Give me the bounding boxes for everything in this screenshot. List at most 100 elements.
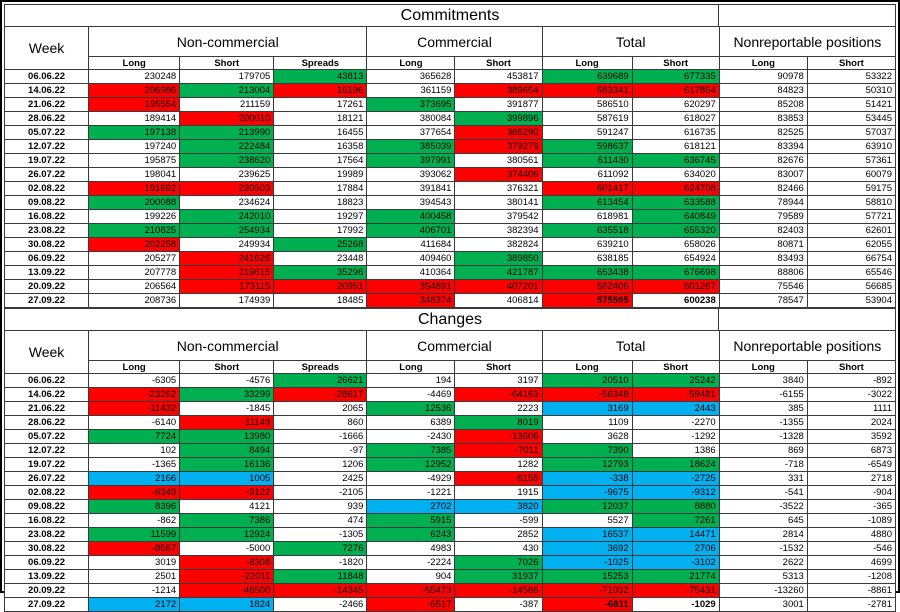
- value-cell: 5313: [718, 569, 808, 584]
- week-cell: 06.09.22: [3, 555, 90, 570]
- week-cell: 30.08.22: [3, 541, 90, 556]
- value-cell: 1282: [454, 457, 543, 472]
- group-header-commercial: Commercial: [366, 330, 543, 361]
- value-cell: 3840: [718, 373, 808, 388]
- value-cell: 391841: [366, 181, 456, 196]
- value-cell: -22011: [179, 569, 275, 584]
- week-cell: 16.08.22: [3, 513, 90, 528]
- value-cell: 51421: [806, 97, 897, 112]
- value-cell: -387: [454, 597, 543, 612]
- week-cell: 19.07.22: [3, 457, 90, 472]
- table-row: 20.09.22 -1214 -46500 -14345 -55473 -14586 -71…: [3, 583, 897, 598]
- value-cell: -6549: [806, 457, 897, 472]
- value-cell: -13260: [718, 583, 808, 598]
- value-cell: 11599: [88, 527, 181, 542]
- value-cell: 19989: [273, 167, 368, 182]
- week-cell: 05.07.22: [3, 429, 90, 444]
- week-cell: 20.09.22: [3, 279, 90, 294]
- value-cell: 638185: [541, 251, 633, 266]
- value-cell: 2501: [88, 569, 181, 584]
- group-header-total: Total: [541, 330, 720, 361]
- value-cell: 380141: [454, 195, 543, 210]
- col-header-t-long: Long: [541, 360, 633, 374]
- value-cell: 82525: [718, 125, 808, 140]
- value-cell: 385: [718, 401, 808, 416]
- value-cell: 83394: [718, 139, 808, 154]
- value-cell: -59481: [631, 387, 720, 402]
- col-header-t-long: Long: [541, 56, 633, 70]
- value-cell: -718: [718, 457, 808, 472]
- value-cell: -11149: [179, 415, 275, 430]
- value-cell: 21774: [631, 569, 720, 584]
- col-header-n-long: Long: [718, 360, 808, 374]
- value-cell: 389850: [454, 251, 543, 266]
- value-cell: 3019: [88, 555, 181, 570]
- value-cell: 677335: [631, 69, 720, 84]
- value-cell: 658026: [631, 237, 720, 252]
- value-cell: 7724: [88, 429, 181, 444]
- week-cell: 23.08.22: [3, 223, 90, 238]
- title-divider: [718, 5, 719, 26]
- value-cell: -71032: [541, 583, 633, 598]
- table-row: 13.09.22 2501 -22011 11848 904 31937 15253 2177…: [3, 569, 897, 584]
- value-cell: 62601: [806, 223, 897, 238]
- col-header-n-short: Short: [806, 360, 897, 374]
- section-title-changes: Changes: [4, 308, 896, 331]
- week-cell: 06.06.22: [3, 69, 90, 84]
- table-row: 06.06.22 230248 179705 43813 365628 453817 639…: [3, 69, 897, 84]
- value-cell: 15253: [541, 569, 633, 584]
- value-cell: -5000: [179, 541, 275, 556]
- col-header-nc-spreads: Spreads: [273, 56, 368, 70]
- value-cell: 53445: [806, 111, 897, 126]
- value-cell: -546: [806, 541, 897, 556]
- value-cell: 57361: [806, 153, 897, 168]
- value-cell: 2166: [88, 471, 181, 486]
- col-header-c-long: Long: [366, 56, 456, 70]
- value-cell: -14345: [273, 583, 368, 598]
- value-cell: 331: [718, 471, 808, 486]
- table-row: 06.09.22 3019 -8308 -1820 -2224 7026 -1025 -310…: [3, 555, 897, 570]
- value-cell: 2702: [366, 499, 456, 514]
- value-cell: 393062: [366, 167, 456, 182]
- value-cell: 6389: [366, 415, 456, 430]
- value-cell: 197240: [88, 139, 181, 154]
- value-cell: 7390: [541, 443, 633, 458]
- table-row: 27.09.22 2172 1824 -2466 -6517 -387 -6811 -1029…: [3, 597, 897, 612]
- value-cell: 219615: [179, 265, 275, 280]
- value-cell: 380561: [454, 153, 543, 168]
- value-cell: 382394: [454, 223, 543, 238]
- value-cell: 83853: [718, 111, 808, 126]
- week-cell: 20.09.22: [3, 583, 90, 598]
- value-cell: -338: [541, 471, 633, 486]
- value-cell: 66754: [806, 251, 897, 266]
- value-cell: 202258: [88, 237, 181, 252]
- value-cell: 80871: [718, 237, 808, 252]
- value-cell: 8494: [179, 443, 275, 458]
- table-row: 12.07.22 102 8494 -97 7385 -7011 7390 1386 869 68…: [3, 443, 897, 458]
- value-cell: 860: [273, 415, 368, 430]
- value-cell: -6517: [366, 597, 456, 612]
- value-cell: -1025: [541, 555, 633, 570]
- value-cell: 18823: [273, 195, 368, 210]
- value-cell: 11848: [273, 569, 368, 584]
- value-cell: -365: [806, 499, 897, 514]
- value-cell: -2781: [806, 597, 897, 612]
- value-cell: 453817: [454, 69, 543, 84]
- value-cell: 634020: [631, 167, 720, 182]
- value-cell: 379542: [454, 209, 543, 224]
- value-cell: 400458: [366, 209, 456, 224]
- value-cell: 234624: [179, 195, 275, 210]
- value-cell: 25268: [273, 237, 368, 252]
- value-cell: 3169: [541, 401, 633, 416]
- table-row: 21.06.22 195554 211159 17261 373695 391877 586…: [3, 97, 897, 112]
- value-cell: 200088: [88, 195, 181, 210]
- week-cell: 26.07.22: [3, 167, 90, 182]
- value-cell: 601417: [541, 181, 633, 196]
- value-cell: 2718: [806, 471, 897, 486]
- value-cell: 406701: [366, 223, 456, 238]
- value-cell: 60079: [806, 167, 897, 182]
- value-cell: -13606: [454, 429, 543, 444]
- value-cell: 194: [366, 373, 456, 388]
- value-cell: 199226: [88, 209, 181, 224]
- commitments-table: Commitments Week Non-commercial Commerci…: [3, 4, 897, 308]
